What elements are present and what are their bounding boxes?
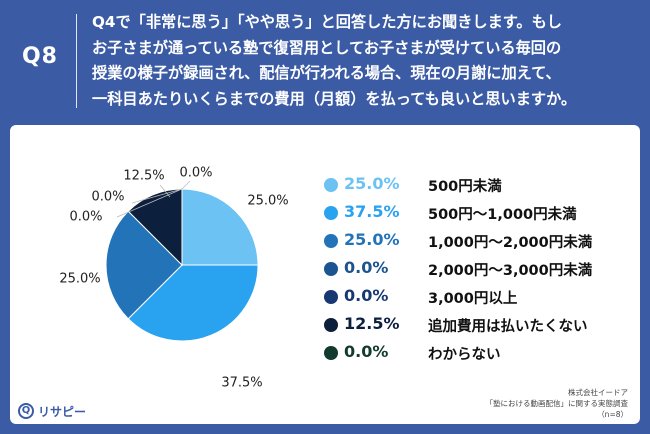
pie-data-label: 25.0% bbox=[59, 271, 101, 287]
legend-label: 500円未満 bbox=[428, 179, 502, 195]
legend-label: 追加費用は払いたくない bbox=[428, 319, 588, 335]
source-note: 株式会社イードア 「塾における動画配信」に関する実態調査 （n=8） bbox=[486, 387, 629, 420]
question-number: Q8 bbox=[21, 44, 58, 69]
question-text: Q4で「非常に思う」「やや思う」と回答した方にお聞きします。もし お子さまが通っ… bbox=[92, 10, 640, 112]
legend-value: 25.0% bbox=[344, 174, 400, 193]
question-line: お子さまが通っている塾で復習用としてお子さまが受けている毎回の bbox=[92, 38, 562, 57]
legend-item: 0.0% わからない bbox=[318, 341, 638, 369]
question-header: Q8 Q4で「非常に思う」「やや思う」と回答した方にお聞きします。もし お子さま… bbox=[0, 0, 650, 122]
legend-swatch bbox=[324, 290, 338, 304]
legend-label: 2,000円〜3,000円未満 bbox=[428, 263, 593, 279]
pie-slice bbox=[127, 264, 259, 342]
legend-label: 1,000円〜2,000円未満 bbox=[428, 235, 593, 251]
legend-label: 3,000円以上 bbox=[428, 291, 518, 307]
pie-data-label: 0.0% bbox=[179, 165, 213, 181]
legend-value: 25.0% bbox=[344, 230, 400, 249]
pie-data-label: 37.5% bbox=[221, 375, 263, 391]
legend-item: 0.0% 3,000円以上 bbox=[318, 285, 638, 313]
legend-item: 25.0% 500円未満 bbox=[318, 173, 638, 201]
pie-data-label: 25.0% bbox=[247, 193, 289, 209]
legend-value: 37.5% bbox=[344, 202, 400, 221]
leader-line bbox=[159, 184, 171, 198]
legend-swatch bbox=[324, 346, 338, 360]
legend-item: 25.0% 1,000円〜2,000円未満 bbox=[318, 229, 638, 257]
pie-slice bbox=[181, 188, 259, 266]
legend-value: 0.0% bbox=[344, 258, 389, 277]
leader-line bbox=[116, 188, 183, 218]
legend-value: 12.5% bbox=[344, 314, 400, 333]
source-company: 株式会社イードア bbox=[568, 388, 628, 397]
logo-text: リサピー bbox=[38, 405, 87, 419]
question-line: Q4で「非常に思う」「やや思う」と回答した方にお聞きします。もし bbox=[92, 13, 562, 31]
legend-item: 12.5% 追加費用は払いたくない bbox=[318, 313, 638, 341]
legend-item: 0.0% 2,000円〜3,000円未満 bbox=[318, 257, 638, 285]
question-line: 一科目あたりいくらまでの費用（月額）を払っても良いと思いますか。 bbox=[92, 89, 577, 108]
legend-label: 500円〜1,000円未満 bbox=[428, 207, 577, 223]
legend-value: 0.0% bbox=[344, 286, 389, 305]
legend-swatch bbox=[324, 206, 338, 220]
question-line: 授業の様子が録画され、配信が行われる場合、現在の月謝に加えて、 bbox=[92, 64, 561, 82]
pie-data-label: 0.0% bbox=[69, 209, 103, 225]
legend-label: わからない bbox=[428, 347, 501, 363]
legend-swatch bbox=[324, 318, 338, 332]
chart-card: 25.0% 37.5% 25.0% 0.0% 0.0% 12.5% 0.0% 25.0% 50… bbox=[10, 125, 640, 424]
pie-chart bbox=[105, 180, 259, 342]
pie-data-label: 0.0% bbox=[91, 189, 125, 205]
leader-line bbox=[181, 180, 191, 190]
source-survey: 「塾における動画配信」に関する実態調査 bbox=[485, 399, 629, 408]
leader-line bbox=[131, 188, 183, 204]
legend: 25.0% 500円未満 37.5% 500円〜1,000円未満 25.0% 1,000円… bbox=[318, 173, 638, 369]
legend-swatch bbox=[324, 178, 338, 192]
pie-data-label: 12.5% bbox=[123, 168, 165, 184]
legend-swatch bbox=[324, 262, 338, 276]
legend-swatch bbox=[324, 234, 338, 248]
logo-icon: Q bbox=[18, 403, 34, 419]
legend-value: 0.0% bbox=[344, 342, 389, 361]
header-divider bbox=[76, 14, 77, 108]
source-sample: （n=8） bbox=[597, 410, 628, 419]
brand-logo: Q リサピー bbox=[16, 400, 86, 422]
legend-item: 37.5% 500円〜1,000円未満 bbox=[318, 201, 638, 229]
pie-slice bbox=[105, 210, 183, 320]
